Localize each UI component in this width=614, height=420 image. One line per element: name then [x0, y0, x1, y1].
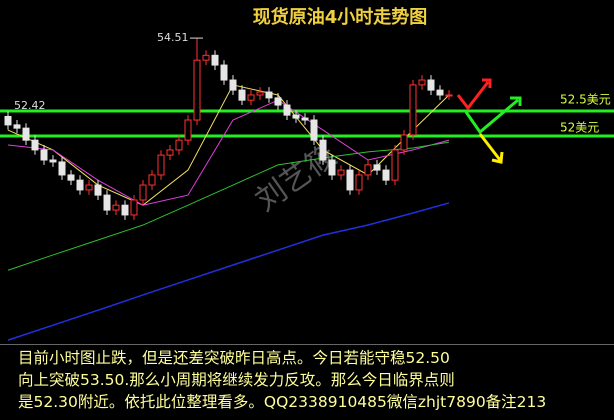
chart-title: 现货原油4小时走势图: [253, 6, 428, 28]
candle-body: [445, 94, 453, 97]
candle-body: [247, 94, 255, 101]
candle-body: [58, 161, 66, 176]
candle-body: [436, 89, 444, 96]
ma-line: [7, 202, 450, 341]
candle-body: [427, 79, 435, 91]
level-label: 52.5美元: [560, 93, 611, 107]
candle-body: [49, 159, 57, 163]
arrows: [456, 78, 522, 164]
ma-line: [7, 141, 450, 271]
candle-body: [112, 204, 120, 211]
candle-body: [265, 91, 273, 99]
candle-body: [373, 164, 381, 171]
candle-body: [202, 54, 210, 61]
candle-body: [166, 149, 174, 156]
candle-body: [4, 115, 12, 126]
candle-body: [130, 199, 138, 216]
candle-body: [256, 91, 264, 96]
ma-line: [7, 99, 450, 206]
candle-body: [157, 154, 165, 176]
candle-body: [175, 139, 183, 151]
candle-body: [346, 169, 354, 191]
chart: 现货原油4小时走势图 刘艺筱 52.5美元 52美元 54.51 52.42: [0, 6, 614, 345]
candle-body: [184, 119, 192, 141]
candle-body: [238, 89, 246, 101]
candle-body: [328, 159, 336, 176]
candle-body: [103, 194, 111, 211]
note-line: 向上突破53.50.那么小周期将继续发力反攻。那么今日临界点则: [18, 371, 455, 389]
candle-body: [40, 149, 48, 161]
candle-body: [283, 104, 291, 116]
candle-body: [409, 84, 417, 136]
candle-body: [337, 169, 345, 176]
candle-body: [148, 174, 156, 186]
candle-body: [229, 79, 237, 91]
candle-body: [274, 97, 282, 106]
candle-body: [301, 117, 309, 121]
candle-body: [139, 184, 147, 201]
price-label: 52.42: [14, 99, 46, 112]
level-label: 52美元: [560, 121, 599, 135]
watermark: 刘艺筱: [249, 138, 343, 218]
price-label: 54.51: [157, 31, 189, 44]
candle-body: [355, 174, 363, 191]
note-line: 是52.30附近。依托此位整理看多。QQ2338910485微信zhjt7890…: [18, 393, 547, 411]
candle-body: [211, 54, 219, 66]
candle-body: [76, 179, 84, 191]
candle-body: [193, 59, 201, 121]
candle-body: [382, 169, 390, 181]
candle-body: [94, 184, 102, 196]
candle-body: [319, 139, 327, 161]
candle-body: [67, 174, 75, 181]
candle-body: [418, 79, 426, 86]
note-line: 目前小时图止跌，但是还差突破昨日高点。今日若能守稳52.50: [18, 349, 450, 367]
candle-body: [85, 184, 93, 191]
candle-body: [292, 114, 300, 119]
candle-body: [13, 124, 21, 129]
candle-body: [364, 164, 372, 176]
candle-body: [220, 64, 228, 81]
candle-body: [22, 127, 30, 141]
candle-body: [400, 134, 408, 151]
candle-body: [121, 204, 129, 216]
candle-body: [391, 149, 399, 181]
candle-body: [31, 139, 39, 151]
candle-body: [310, 119, 318, 141]
